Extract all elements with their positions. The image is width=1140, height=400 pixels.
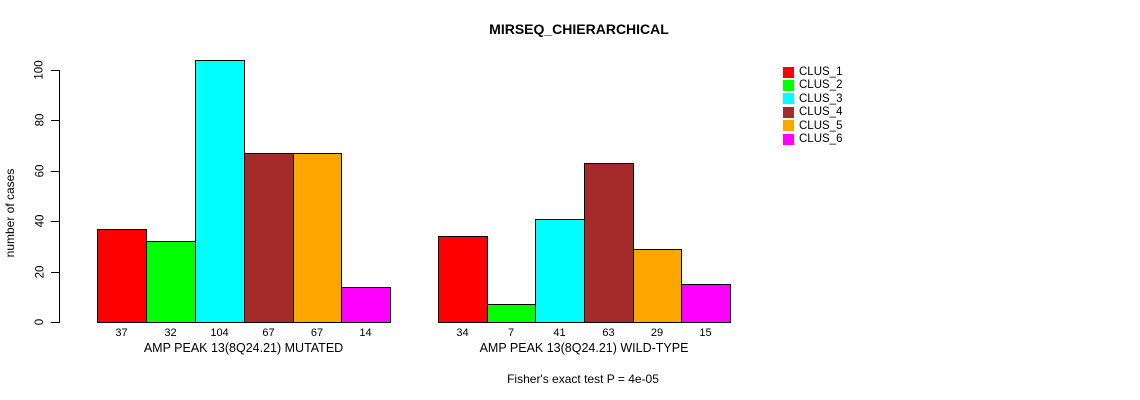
- legend-label: CLUS_2: [799, 79, 843, 92]
- bar-value-label: 104: [210, 327, 229, 339]
- bar-clus_2: [487, 304, 536, 323]
- bar-value-label: 15: [699, 327, 712, 339]
- legend-item-clus_6: CLUS_6: [783, 133, 842, 145]
- bar-clus_5: [633, 249, 682, 323]
- group-axis-label: AMP PEAK 13(8Q24.21) MUTATED: [143, 341, 344, 355]
- bar-clus_3: [535, 219, 585, 323]
- bar-clus_2: [146, 241, 196, 323]
- bar-clus_4: [584, 163, 634, 323]
- legend-item-clus_3: CLUS_3: [783, 93, 842, 105]
- bar-value-label: 7: [507, 327, 515, 339]
- legend-swatch-clus_1: [783, 66, 794, 78]
- y-axis-tick-label: 0: [26, 308, 54, 336]
- y-axis-tick-label: 40: [26, 207, 54, 235]
- legend-item-clus_5: CLUS_5: [783, 120, 842, 132]
- y-axis-tick-label-text: 60: [33, 164, 46, 178]
- legend-label: CLUS_4: [799, 106, 843, 119]
- legend-swatch-clus_3: [783, 93, 794, 105]
- y-axis-tick-label-text: 100: [34, 60, 46, 80]
- legend-label: CLUS_5: [799, 119, 843, 132]
- bar-value-label: 37: [115, 327, 128, 339]
- bar-value-label: 34: [456, 327, 469, 339]
- bar-clus_3: [195, 60, 245, 323]
- bar-clus_6: [341, 287, 391, 323]
- bar-value-label: 32: [164, 327, 177, 339]
- y-axis-label: number of cases: [3, 168, 17, 258]
- bar-clus_6: [681, 284, 731, 323]
- bar-clus_4: [244, 153, 294, 323]
- bar-value-label: 67: [310, 327, 324, 339]
- legend-label: CLUS_3: [799, 92, 843, 105]
- legend-swatch-clus_2: [783, 79, 794, 91]
- y-axis-line: [59, 70, 60, 323]
- legend-item-clus_2: CLUS_2: [783, 79, 842, 91]
- y-axis-tick-label-text: 0: [34, 318, 46, 326]
- bar-clus_1: [97, 229, 147, 323]
- bar-clus_1: [438, 236, 488, 323]
- bar-value-label: 63: [602, 327, 615, 339]
- y-axis-tick-label: 20: [26, 258, 54, 286]
- legend-item-clus_1: CLUS_1: [783, 66, 842, 78]
- y-axis-tick-label: 60: [26, 157, 54, 185]
- chart-title: MIRSEQ_CHIERARCHICAL: [489, 21, 669, 37]
- y-axis-tick-label: 100: [26, 56, 54, 84]
- bar-value-label: 14: [359, 327, 372, 339]
- y-axis-tick: [51, 322, 59, 323]
- y-axis-tick: [51, 170, 59, 172]
- legend-swatch-clus_4: [783, 106, 794, 118]
- y-axis-tick-label-text: 40: [33, 214, 46, 228]
- y-axis-tick-label: 80: [26, 106, 54, 134]
- bar-value-label: 41: [553, 327, 566, 339]
- y-axis-tick: [51, 120, 59, 122]
- legend-item-clus_4: CLUS_4: [783, 106, 842, 118]
- legend-label: CLUS_6: [799, 133, 843, 145]
- bar-value-label: 29: [650, 327, 664, 339]
- statistical-test-annotation: Fisher's exact test P = 4e-05: [507, 372, 659, 386]
- y-axis-tick: [51, 221, 59, 223]
- legend-swatch-clus_5: [783, 120, 794, 132]
- y-axis-tick-label-text: 80: [33, 113, 46, 127]
- bar-clus_5: [293, 153, 342, 323]
- y-axis-tick: [51, 271, 59, 273]
- y-axis-tick-label-text: 20: [33, 265, 46, 278]
- bar-value-label: 67: [262, 327, 275, 339]
- y-axis-tick: [51, 70, 59, 71]
- group-axis-label: AMP PEAK 13(8Q24.21) WILD-TYPE: [479, 341, 689, 355]
- legend-label: CLUS_1: [799, 66, 843, 78]
- legend-swatch-clus_6: [783, 133, 794, 145]
